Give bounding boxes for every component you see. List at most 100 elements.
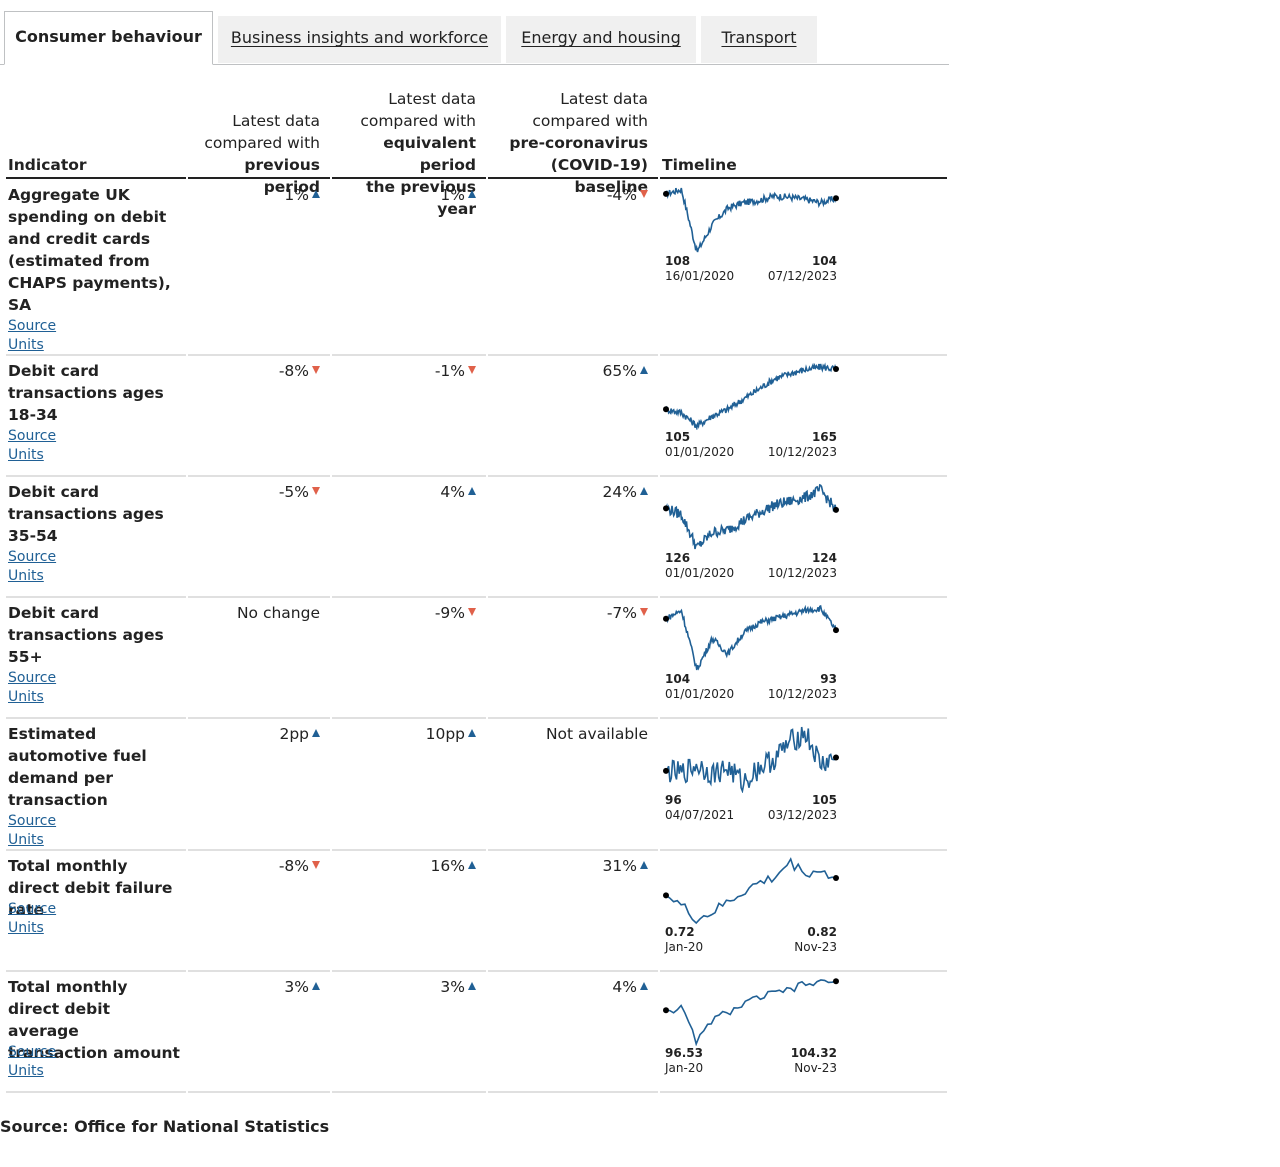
baseline-value: 65% [603,360,648,382]
sparkline-end-point [833,195,839,202]
source-link[interactable]: Source [8,901,57,917]
sparkline-start-date: 16/01/2020 [665,269,735,283]
units-link[interactable]: Units [8,689,44,705]
row-separator [188,717,330,719]
sparkline-start-date: 01/01/2020 [665,687,735,701]
units-link[interactable]: Units [8,920,44,936]
sparkline-end-point [833,754,839,761]
header-timeline: Timeline [662,156,737,174]
source-link[interactable]: Source [8,670,57,686]
arrow-up-icon [640,487,648,495]
row-separator [332,849,486,851]
row-separator [188,354,330,356]
indicator-name: Total monthly direct debit average trans… [8,978,180,1062]
arrow-up-icon [468,861,476,869]
previous-period-value: 1% [284,184,320,206]
sparkline-end-value: 165 [811,430,837,444]
row-separator [332,970,486,972]
row-separator [188,970,330,972]
previous-year-value: 16% [431,855,476,877]
units-link[interactable]: Units [8,447,44,463]
sparkline-start-date: Jan-20 [665,940,704,954]
sparkline-chart [663,726,839,793]
sparkline-start-date: 01/01/2020 [665,445,735,459]
sparkline-end-value: 104.32 [790,1046,837,1060]
arrow-down-icon [468,608,476,616]
row-separator [6,596,186,598]
header-baseline: Latest data compared with pre-coronaviru… [509,90,648,196]
sparkline-end-value: 105 [811,793,837,807]
previous-period-value: -5% [279,481,320,503]
header-rule [332,177,486,179]
sparkline-start-value: 108 [665,254,691,268]
indicator-name: Debit card transactions ages 55+ [8,604,164,666]
sparkline-end-point [833,978,839,985]
row-separator [488,596,658,598]
sparkline-start-date: 04/07/2021 [665,808,735,822]
header-previous-period: Latest data compared with previous perio… [204,112,320,196]
arrow-up-icon [312,729,320,737]
sparkline-chart [663,483,839,550]
sparkline-end-value: 104 [811,254,837,268]
sparkline-end-point [833,506,839,513]
row-separator [660,354,947,356]
source-link[interactable]: Source [8,549,57,565]
previous-year-value: -9% [435,602,476,624]
sparkline-start-value: 105 [665,430,691,444]
row-separator [188,1091,330,1093]
row-separator [332,475,486,477]
sparkline-end-point [833,874,839,881]
row-separator [6,354,186,356]
source-link[interactable]: Source [8,813,57,829]
sparkline-start-point [663,1007,669,1014]
source-link[interactable]: Source [8,1044,57,1060]
sparkline-start-value: 0.72 [665,925,695,939]
sparkline-start-point [663,892,669,899]
row-separator [660,596,947,598]
tab-transport[interactable]: Transport [701,16,817,63]
row-separator [6,849,186,851]
baseline-value: Not available [545,725,648,743]
previous-period-value: 2pp [279,723,320,745]
previous-year-value: -1% [435,360,476,382]
row-separator [488,717,658,719]
arrow-up-icon [312,190,320,198]
sparkline-start-point [663,767,669,774]
header-rule [488,177,658,179]
sparkline-series [665,362,837,430]
sparkline-end-date: Nov-23 [794,940,837,954]
previous-year-value: 1% [440,184,476,206]
source-link[interactable]: Source [8,318,57,334]
header-rule [188,177,330,179]
arrow-down-icon [312,366,320,374]
row-separator [660,717,947,719]
units-link[interactable]: Units [8,568,44,584]
source-link[interactable]: Source [8,428,57,444]
row-separator [188,596,330,598]
tab-business-insights[interactable]: Business insights and workforce [218,16,501,63]
sparkline-chart [663,857,839,925]
sparkline-start-point [663,190,669,197]
tab-energy-housing[interactable]: Energy and housing [506,16,696,63]
row-separator [660,1091,947,1093]
units-link[interactable]: Units [8,832,44,848]
units-link[interactable]: Units [8,1063,44,1079]
sparkline-end-date: 10/12/2023 [767,445,837,459]
sparkline-end-value: 0.82 [807,925,837,939]
row-separator [6,475,186,477]
row-separator [188,849,330,851]
previous-year-value: 10pp [426,723,476,745]
sparkline-series [665,726,837,793]
sparkline-end-date: 07/12/2023 [767,269,837,283]
arrow-up-icon [468,729,476,737]
previous-period-value: -8% [279,855,320,877]
indicator-name: Debit card transactions ages 35-54 [8,483,164,545]
indicator-name: Total monthly direct debit failure rate [8,857,173,919]
arrow-up-icon [640,366,648,374]
units-link[interactable]: Units [8,337,44,353]
arrow-up-icon [468,487,476,495]
previous-year-value: 3% [440,976,476,998]
tab-consumer-behaviour[interactable]: Consumer behaviour [4,11,213,65]
sparkline-series [665,857,837,925]
baseline-value: 24% [603,481,648,503]
